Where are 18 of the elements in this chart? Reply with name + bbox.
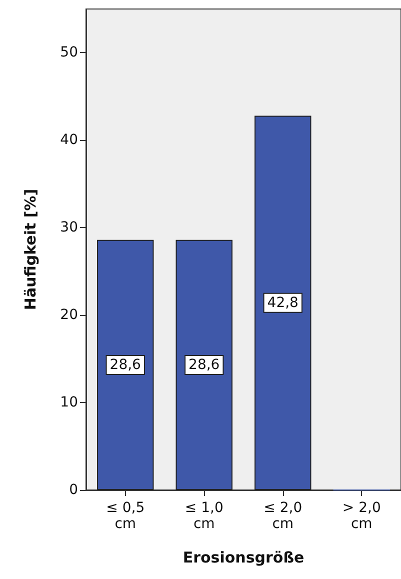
bar: [176, 240, 232, 490]
y-tick-label: 0: [69, 482, 78, 498]
y-axis-title: Häufigkeit [%]: [22, 188, 40, 310]
data-label: 42,8: [267, 294, 298, 311]
x-axis-title: Erosionsgröße: [182, 548, 304, 566]
y-tick-label: 10: [60, 394, 78, 411]
x-tick-label: > 2,0 cm: [342, 500, 381, 532]
y-tick-label: 40: [60, 132, 78, 148]
data-label: 28,6: [188, 356, 220, 373]
bar: [254, 116, 312, 490]
x-tick-label: ≤ 1,0 cm: [184, 500, 224, 532]
x-tick-label: ≤ 2,0 cm: [264, 500, 302, 532]
y-tick-label: 30: [60, 220, 78, 236]
y-tick-label: 20: [60, 307, 78, 324]
data-label: 28,6: [110, 356, 142, 373]
y-tick-label: 50: [60, 44, 78, 61]
bar: [97, 240, 154, 490]
x-tick-label: ≤ 0,5 cm: [106, 500, 145, 532]
